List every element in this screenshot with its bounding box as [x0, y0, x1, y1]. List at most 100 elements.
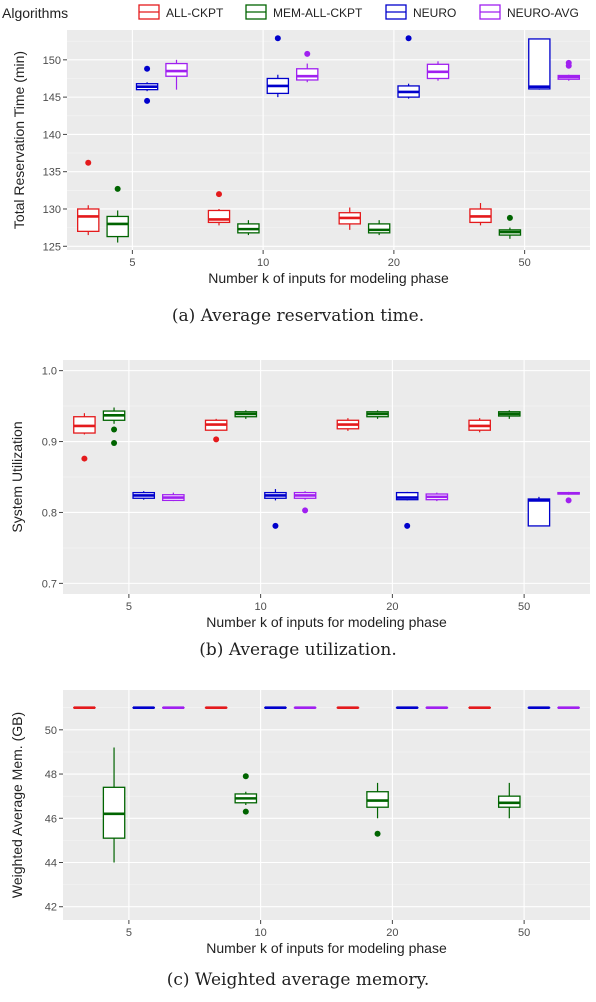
y-tick-label: 140	[43, 129, 61, 141]
boxplot	[426, 61, 450, 81]
outlier-point	[304, 50, 311, 57]
outlier-point	[81, 455, 88, 462]
boxplot	[293, 491, 317, 514]
boxplot	[234, 410, 258, 419]
outlier-point	[242, 773, 249, 780]
boxplot	[425, 492, 449, 502]
y-tick-label: 135	[43, 167, 61, 179]
outlier-point	[213, 436, 220, 443]
outlier-point	[85, 159, 92, 166]
box	[367, 223, 391, 234]
legend-item: MEM-ALL-CKPT	[245, 4, 363, 20]
boxplot	[234, 773, 258, 815]
caption-utilization: (b) Average utilization.	[199, 640, 397, 660]
box	[528, 38, 551, 90]
y-axis-label: Total Reservation Time (min)	[11, 51, 27, 229]
boxplot	[135, 65, 159, 104]
outlier-point	[302, 507, 309, 514]
x-tick-label: 10	[255, 927, 267, 939]
outlier-point	[374, 830, 381, 837]
boxplot	[264, 489, 287, 529]
outlier-point	[111, 426, 118, 433]
x-tick-label: 50	[518, 927, 530, 939]
y-tick-label: 0.7	[42, 578, 57, 590]
x-tick-label: 10	[255, 601, 267, 613]
y-tick-label: 0.8	[42, 507, 57, 519]
box	[527, 498, 551, 527]
boxplot	[338, 207, 361, 230]
box	[106, 215, 129, 238]
x-tick-label: 10	[257, 257, 269, 269]
x-tick-label: 5	[129, 257, 135, 269]
boxplot	[77, 159, 100, 236]
boxplot	[102, 407, 126, 446]
caption-reservation-time: (a) Average reservation time.	[171, 306, 425, 326]
legend-label: NEURO-AVG	[507, 6, 579, 20]
boxplot	[237, 220, 260, 236]
boxplot	[73, 413, 96, 462]
legend-label: ALL-CKPT	[166, 6, 224, 20]
box	[395, 491, 419, 501]
boxplot	[336, 418, 360, 431]
y-axis-label: Weighted Average Mem. (GB)	[9, 712, 25, 898]
y-tick-label: 44	[45, 858, 57, 870]
x-tick-label: 50	[518, 601, 530, 613]
legend-label: MEM-ALL-CKPT	[273, 6, 363, 20]
outlier-point	[565, 62, 572, 69]
boxplot	[204, 418, 228, 443]
x-axis-label: Number k of inputs for modeling phase	[206, 940, 447, 956]
chart-legend: Algorithms ALL-CKPT MEM-ALL-CKPT NEURO NEURO…	[2, 4, 579, 21]
outlier-point	[405, 35, 412, 42]
y-tick-label: 48	[45, 769, 57, 781]
legend-title: Algorithms	[2, 5, 68, 21]
x-tick-label: 5	[126, 601, 132, 613]
x-tick-label: 20	[386, 601, 398, 613]
outlier-point	[272, 522, 279, 529]
outlier-point	[111, 439, 118, 446]
boxplot	[132, 491, 156, 500]
legend-label: NEURO	[413, 6, 456, 20]
boxplot	[165, 59, 188, 90]
outlier-point	[565, 497, 572, 504]
y-tick-label: 50	[45, 725, 57, 737]
x-axis-label: Number k of inputs for modeling phase	[206, 614, 447, 630]
outlier-point	[506, 214, 513, 221]
boxplot	[102, 747, 126, 863]
boxplot	[497, 410, 521, 419]
box	[207, 209, 231, 224]
x-tick-label: 50	[519, 257, 531, 269]
boxplot	[106, 185, 129, 243]
boxplot	[207, 191, 231, 226]
legend-item: NEURO-AVG	[479, 4, 579, 20]
boxplot	[397, 35, 420, 99]
boxplot	[469, 203, 492, 226]
boxplot	[162, 492, 185, 502]
boxplot	[367, 220, 391, 236]
y-tick-label: 150	[43, 55, 61, 67]
chart-weighted-memory: 42 44 46 48 50 5 10 20 50 Number k of inputs for …	[9, 690, 590, 956]
boxplot	[557, 59, 580, 81]
boxplot	[557, 491, 580, 504]
boxplot	[498, 214, 522, 239]
x-tick-label: 20	[388, 257, 400, 269]
outlier-point	[274, 35, 281, 42]
chart-system-utilization: 0.7 0.8 0.9 1.0 5 10 20 50 Number k of inputs fo…	[9, 360, 590, 630]
y-tick-label: 145	[43, 92, 61, 104]
legend-item: NEURO	[385, 4, 456, 20]
y-tick-label: 46	[45, 813, 57, 825]
y-tick-label: 42	[45, 902, 57, 914]
boxplot	[266, 35, 290, 98]
outlier-point	[144, 65, 151, 72]
y-tick-label: 0.9	[42, 437, 57, 449]
boxplot	[528, 38, 551, 90]
plot-background	[67, 30, 590, 250]
boxplot	[366, 410, 389, 419]
caption-weighted-memory: (c) Weighted average memory.	[166, 970, 430, 990]
legend-item: ALL-CKPT	[138, 4, 224, 20]
outlier-point	[144, 97, 151, 104]
outlier-point	[215, 191, 222, 198]
boxplot	[395, 491, 419, 529]
boxplot	[296, 50, 319, 83]
x-axis-label: Number k of inputs for modeling phase	[208, 270, 449, 286]
boxplot	[468, 418, 491, 433]
